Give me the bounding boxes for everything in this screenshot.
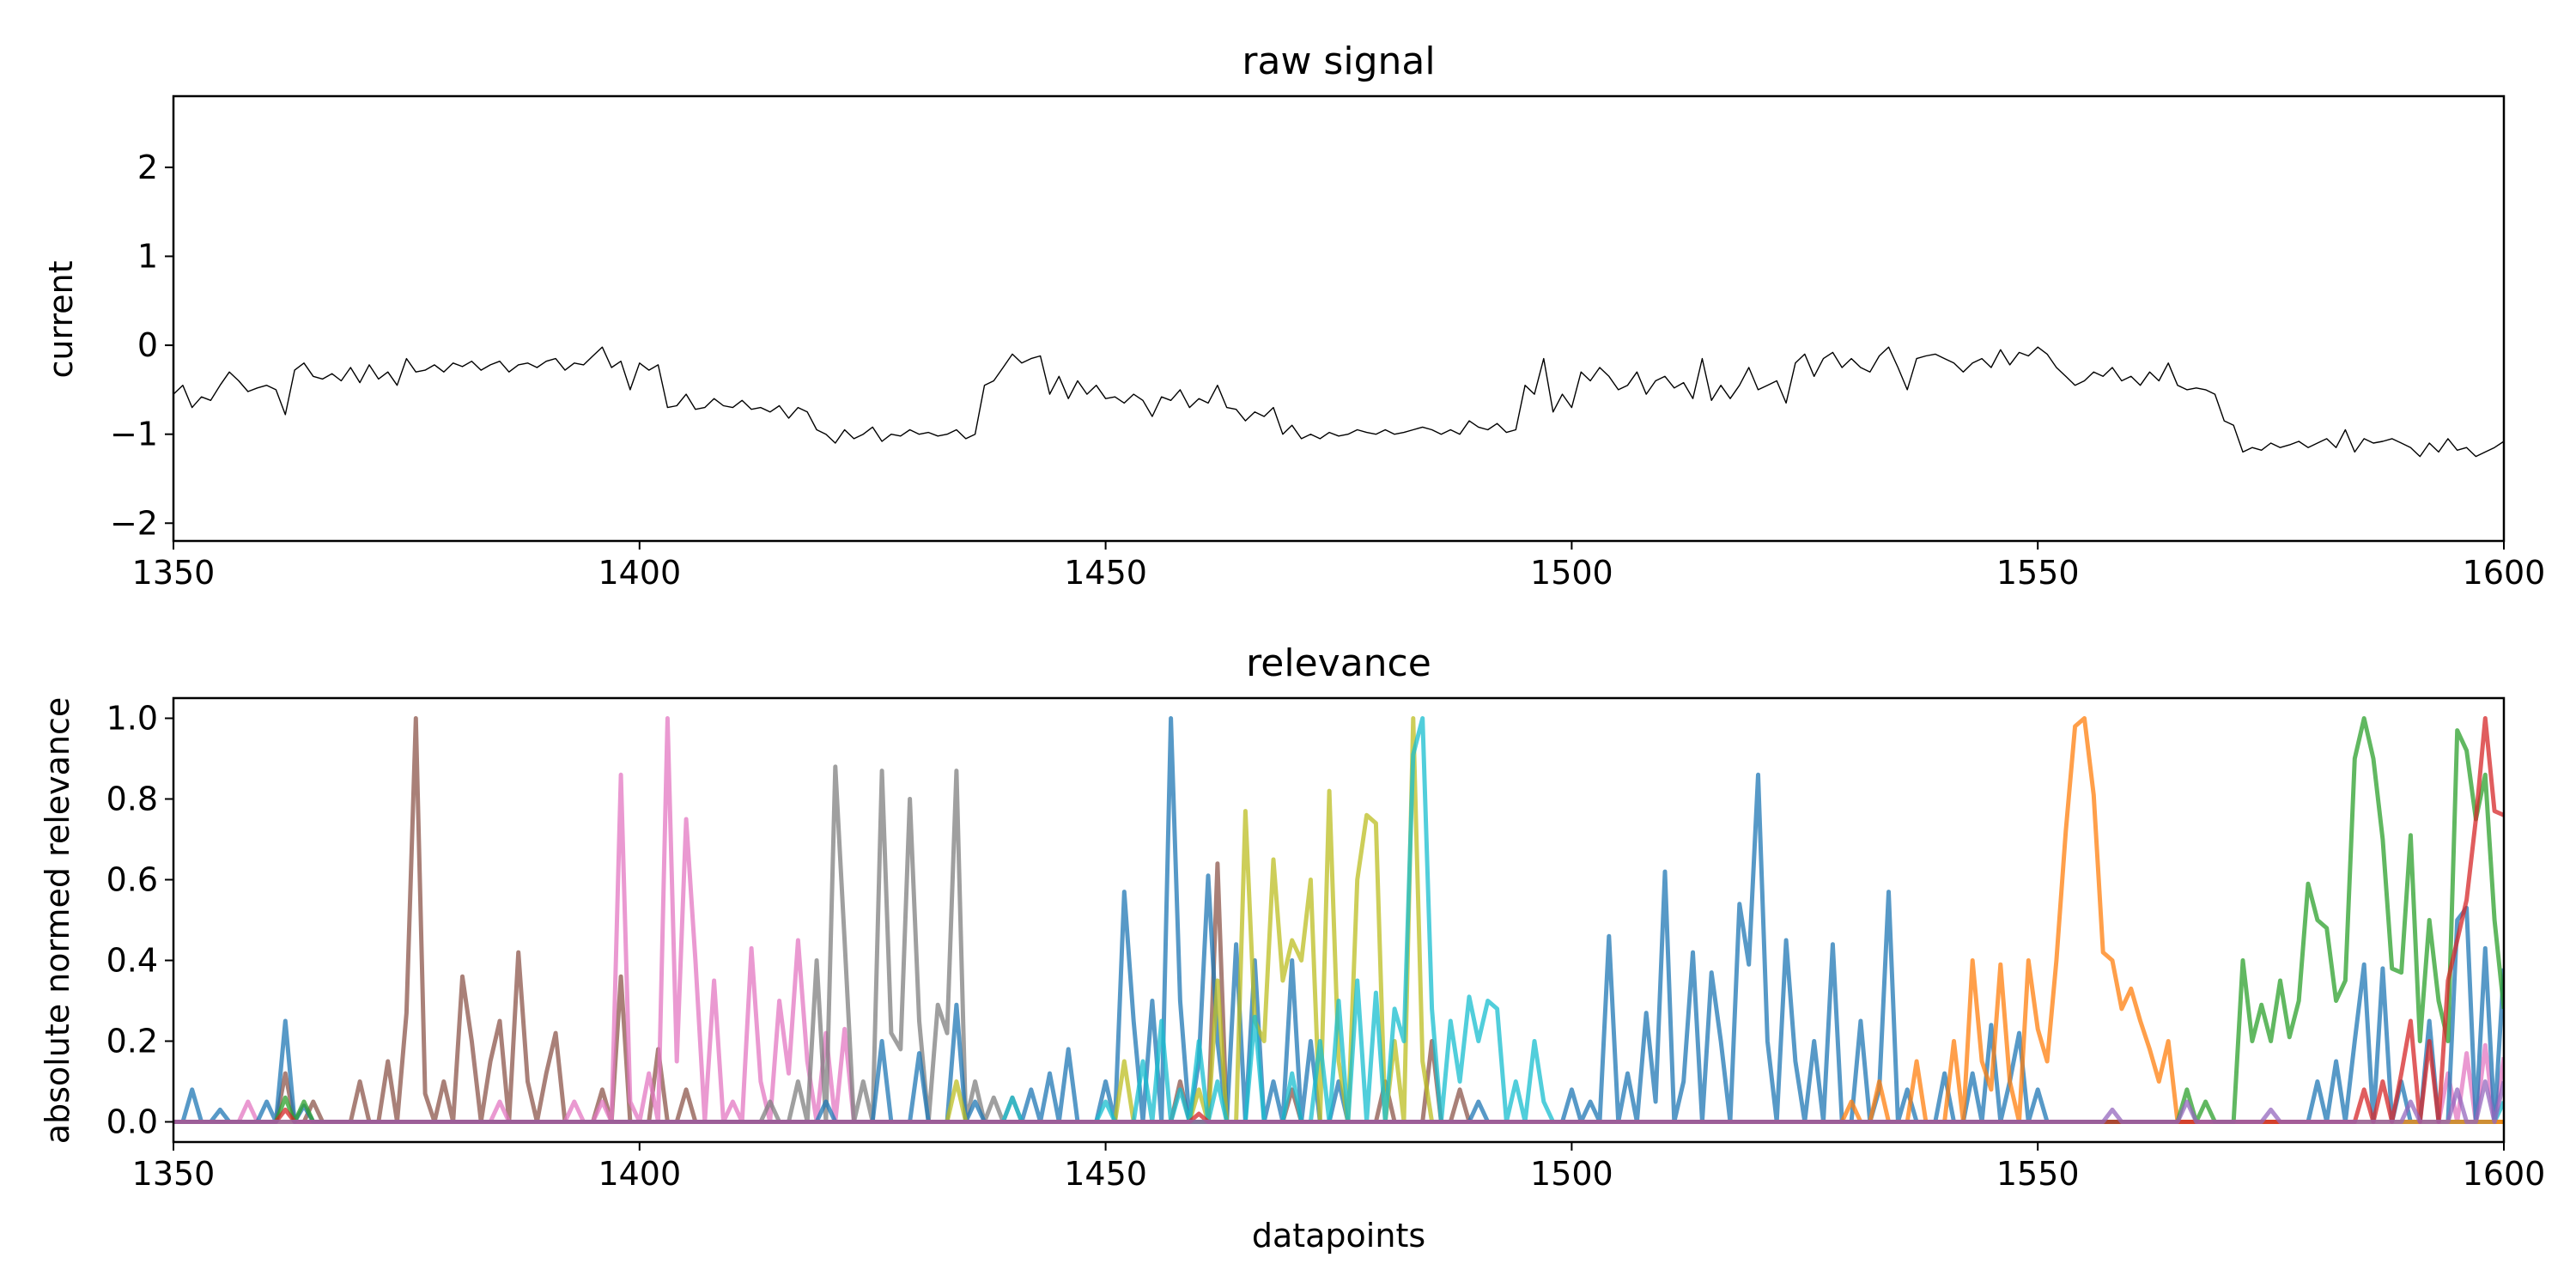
relevance-x-axis-label: datapoints [1252,1217,1425,1255]
raw-signal-y-tick-label: 0 [137,326,158,364]
raw-signal-y-tick-label: 1 [137,237,158,275]
raw-signal-title: raw signal [1242,39,1435,83]
relevance-y-tick-label: 0.4 [106,942,158,980]
relevance-x-tick-label: 1450 [1064,1155,1147,1193]
raw-signal-y-tick-label: −2 [110,504,158,542]
relevance-series-group [173,716,2504,1124]
raw-signal-y-tick-label: 2 [137,149,158,186]
relevance-x-tick-label: 1350 [132,1155,216,1193]
relevance-y-axis-label: absolute normed relevance [39,697,76,1145]
relevance-y-tick-label: 0.8 [106,781,158,818]
relevance-panel: relevance absolute normed relevance data… [39,641,2545,1255]
raw-signal-x-tick-label: 1450 [1064,554,1147,592]
raw-signal-series-group [173,346,2504,458]
relevance-y-tick-label: 0.0 [106,1103,158,1141]
relevance-plot-area: 1350 1400 1450 1500 1550 1600 1.0 0.8 0.6 0.4 0.2 0… [106,696,2546,1193]
raw-signal-x-tick-label: 1550 [1996,554,2080,592]
raw-signal-y-axis-label: current [42,260,80,378]
relevance-x-tick-label: 1400 [598,1155,681,1193]
raw-signal-x-tick-label: 1350 [132,554,216,592]
relevance-series-line-9 [173,1079,2504,1124]
raw-signal-x-tick-label: 1600 [2463,554,2546,592]
raw-signal-y-tick-label: −1 [110,416,158,453]
relevance-axes-frame [172,696,2506,1144]
relevance-x-tick-label: 1600 [2463,1155,2546,1193]
relevance-y-tick-label: 1.0 [106,700,158,738]
relevance-x-tick-label: 1500 [1530,1155,1613,1193]
raw-signal-series-line-0 [173,346,2504,458]
raw-signal-plot-area: 1350 1400 1450 1500 1550 1600 2 1 0 −1 −2 [110,94,2546,592]
relevance-title: relevance [1246,641,1431,685]
relevance-y-tick-label: 0.6 [106,861,158,899]
raw-signal-axes-frame [172,94,2506,543]
raw-signal-x-tick-label: 1400 [598,554,681,592]
raw-signal-x-tick-label: 1500 [1530,554,1613,592]
raw-signal-panel: raw signal current 1350 1400 1450 1500 1550 1… [42,39,2546,592]
relevance-x-tick-label: 1550 [1996,1155,2080,1193]
relevance-y-tick-label: 0.2 [106,1023,158,1060]
